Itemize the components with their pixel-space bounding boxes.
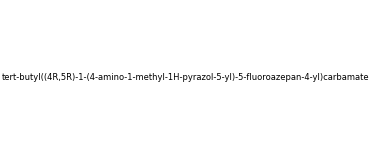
Text: tert-butyl((4R,5R)-1-(4-amino-1-methyl-1H-pyrazol-5-yl)-5-fluoroazepan-4-yl)carb: tert-butyl((4R,5R)-1-(4-amino-1-methyl-1… — [2, 73, 370, 81]
